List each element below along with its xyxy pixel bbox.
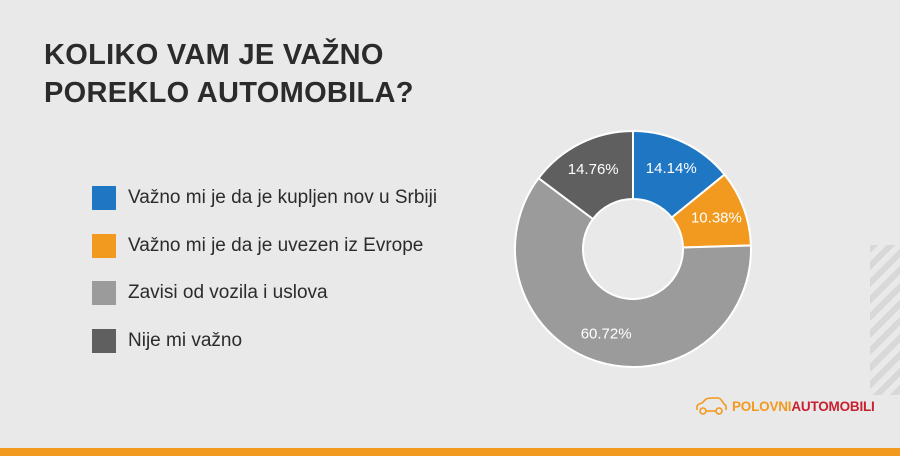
bottom-accent-bar — [0, 448, 900, 456]
logo-text: POLOVNIAUTOMOBILI — [732, 399, 875, 414]
legend-item: Zavisi od vozila i uslova — [92, 280, 437, 306]
legend-label: Važno mi je da je uvezen iz Evrope — [128, 234, 424, 256]
logo-text-part2: AUTOMOBILI — [791, 398, 875, 414]
slice-data-label: 10.38% — [691, 209, 742, 226]
legend-label: Zavisi od vozila i uslova — [128, 282, 328, 303]
slice-data-label: 14.76% — [568, 161, 619, 178]
chart-title-line-2: POREKLO AUTOMOBILA? — [44, 77, 414, 109]
legend-label: Važno mi je da je kupljen nov u Srbiji — [128, 187, 438, 208]
legend-swatch — [92, 281, 116, 305]
chart-legend: Važno mi je da je kupljen nov u Srbiji V… — [92, 185, 437, 375]
legend-item: Važno mi je da je kupljen nov u Srbiji — [92, 185, 437, 211]
chart-title-line-1: KOLIKO VAM JE VAŽNO — [44, 39, 384, 71]
slice-data-label: 14.14% — [646, 160, 697, 177]
legend-item: Važno mi je da je uvezen iz Evrope — [92, 233, 437, 259]
donut-slice — [514, 176, 752, 369]
chart-title: KOLIKO VAM JE VAŽNO POREKLO AUTOMOBILA? — [44, 36, 414, 112]
slice-data-label: 60.72% — [581, 325, 632, 342]
logo-text-part1: POLOVNI — [732, 398, 792, 414]
legend-label: Nije mi važno — [128, 329, 243, 351]
brand-logo: POLOVNIAUTOMOBILI — [694, 396, 875, 416]
legend-swatch — [92, 328, 116, 353]
legend-swatch — [92, 186, 116, 210]
legend-swatch — [92, 233, 116, 258]
donut-slice — [537, 129, 634, 221]
decorative-stripes — [870, 245, 900, 395]
legend-item: Nije mi važno — [92, 328, 437, 354]
car-logo-icon — [696, 397, 727, 415]
